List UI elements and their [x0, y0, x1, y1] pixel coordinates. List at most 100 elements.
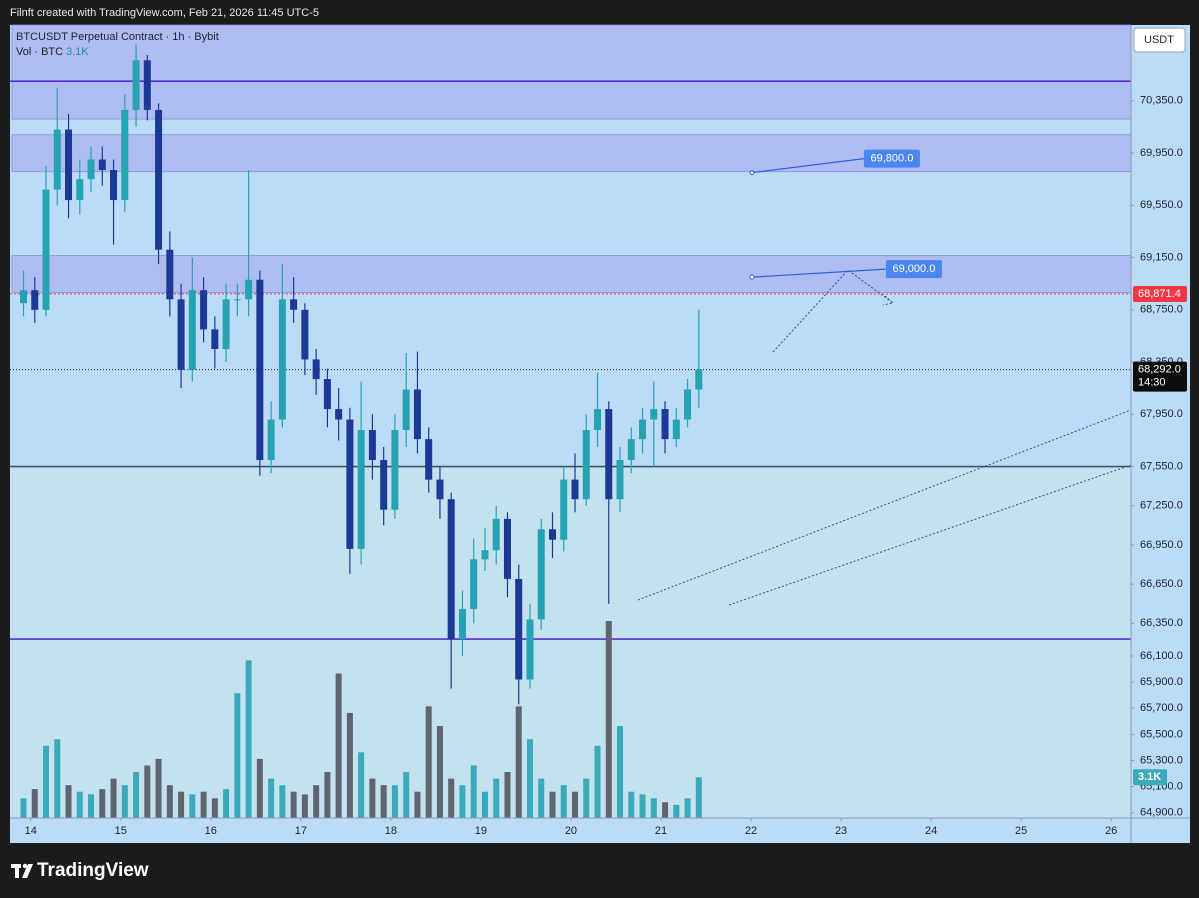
volume-bar	[380, 785, 387, 818]
volume-bar	[414, 791, 421, 818]
x-tick-label: 22	[745, 825, 757, 837]
logo-part	[22, 863, 28, 869]
callout-anchor	[749, 274, 755, 280]
volume-label: Vol · BTC	[16, 46, 63, 58]
candle-body	[571, 479, 579, 500]
candle-body	[503, 518, 511, 579]
volume-bar	[662, 802, 669, 818]
y-tick-label: 66,100.0	[1140, 650, 1183, 662]
volume-bar	[211, 798, 218, 818]
volume-bar	[436, 726, 443, 818]
plot-area	[10, 24, 1132, 818]
volume-bar	[155, 758, 162, 818]
volume-bar	[76, 791, 83, 818]
y-tick-label: 69,950.0	[1140, 147, 1183, 159]
x-tick-label: 19	[475, 825, 487, 837]
x-tick-label: 20	[565, 825, 577, 837]
volume-bar	[110, 778, 117, 818]
volume-bar	[223, 789, 230, 818]
callout-anchor	[749, 170, 755, 176]
candle-body	[177, 299, 185, 370]
y-tick-label: 65,300.0	[1140, 754, 1183, 766]
volume-bar	[99, 789, 106, 818]
volume-bar	[54, 739, 61, 818]
x-tick-label: 16	[205, 825, 217, 837]
candle-body	[222, 299, 230, 349]
volume-bar	[279, 785, 286, 818]
candle-body	[515, 578, 523, 680]
arrow-head	[882, 295, 895, 306]
candle-body	[98, 159, 106, 171]
candle-body	[143, 60, 151, 110]
y-tick-label: 67,950.0	[1140, 408, 1183, 420]
volume-bar	[391, 785, 398, 818]
candle-body	[132, 60, 140, 110]
volume-bar	[189, 794, 196, 818]
x-tick-label: 14	[25, 825, 37, 837]
candle-body	[267, 419, 275, 461]
volume-bar	[549, 791, 556, 818]
candle-body	[278, 299, 286, 420]
y-tick-label: 66,350.0	[1140, 617, 1183, 629]
currency-button[interactable]	[1133, 27, 1186, 53]
candle-body	[526, 619, 534, 680]
trend-line	[728, 464, 1132, 606]
volume-bar	[346, 712, 353, 818]
candle-body	[425, 439, 433, 480]
volume-bar	[493, 778, 500, 818]
candle-body	[650, 409, 658, 420]
volume-bar	[178, 791, 185, 818]
x-tick-label: 24	[925, 825, 937, 837]
y-tick-label: 65,500.0	[1140, 728, 1183, 740]
volume-bar	[245, 660, 252, 818]
volume-bar	[504, 772, 511, 818]
x-tick-label: 23	[835, 825, 847, 837]
candle-body	[436, 479, 444, 500]
candle-body	[121, 109, 129, 201]
volume-bar	[605, 621, 612, 818]
candle-body	[312, 359, 320, 380]
candle-body	[447, 499, 455, 640]
volume-bar	[133, 772, 140, 818]
candle-body	[42, 189, 50, 310]
callout-line	[751, 158, 865, 174]
y-tick-label: 68,750.0	[1140, 304, 1183, 316]
volume-bar	[515, 706, 522, 818]
volume-bar	[594, 745, 601, 818]
volume-bar	[324, 772, 331, 818]
logo-part	[15, 864, 19, 878]
candle-body	[200, 290, 208, 330]
candle-body	[290, 299, 298, 310]
volume-bar	[583, 778, 590, 818]
volume-bar	[481, 791, 488, 818]
candle-body	[413, 389, 421, 440]
volume-bar	[369, 778, 376, 818]
y-tick-label: 67,250.0	[1140, 500, 1183, 512]
volume-bar	[88, 794, 95, 818]
candle-body	[53, 129, 61, 190]
candle-body	[492, 518, 500, 551]
volume-bar	[526, 739, 533, 818]
x-tick-label: 26	[1105, 825, 1117, 837]
brand-logo	[11, 863, 33, 878]
volume-bar	[121, 785, 128, 818]
currency[interactable]: USDT	[1144, 34, 1174, 46]
y-tick-label: 70,350.0	[1140, 95, 1183, 107]
candle-body	[87, 159, 95, 180]
volume-bar	[470, 765, 477, 818]
candle-body	[470, 559, 478, 609]
y-tick-label: 67,550.0	[1140, 460, 1183, 472]
candle-body	[20, 290, 28, 304]
last-price-tag	[1133, 361, 1187, 392]
volume-bar	[459, 785, 466, 818]
candle-body	[402, 389, 410, 430]
y-tick-label: 65,900.0	[1140, 676, 1183, 688]
volume-bar	[425, 706, 432, 818]
candle-body	[76, 179, 84, 201]
volume-bar	[335, 673, 342, 818]
countdown: 14:30	[1138, 377, 1166, 389]
candle-body	[110, 170, 118, 201]
projection-path	[772, 269, 894, 353]
volume-bar	[256, 758, 263, 818]
candle-body	[245, 279, 253, 300]
